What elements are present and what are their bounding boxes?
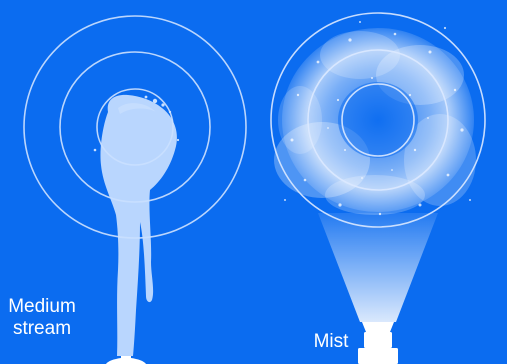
mist-spray-icon: [270, 12, 486, 364]
medium-stream-nozzle-icon: [106, 356, 146, 364]
droplet: [176, 138, 180, 142]
medium-stream-spray-icon: [23, 15, 247, 364]
droplet: [161, 103, 165, 107]
medium-stream-label: Medium stream: [0, 296, 84, 340]
droplet: [152, 98, 158, 104]
mist-label-line-1: Mist: [313, 331, 349, 352]
medium-stream-water-highlight: [118, 103, 156, 114]
mist-label: Mist: [305, 331, 357, 353]
medium-stream-label-line-2: stream: [12, 318, 72, 339]
medium-stream-water: [100, 94, 177, 356]
mist-spray-cone: [318, 213, 438, 322]
mist-inner-ring: [341, 83, 415, 157]
mist-outer-ring: [270, 12, 486, 228]
droplet: [168, 110, 172, 114]
droplet: [93, 148, 97, 152]
droplet: [144, 95, 148, 99]
mist-middle-ring: [307, 49, 449, 191]
medium-stream-label-line-1: Medium: [8, 296, 76, 317]
mist-nozzle-icon: [358, 322, 398, 364]
